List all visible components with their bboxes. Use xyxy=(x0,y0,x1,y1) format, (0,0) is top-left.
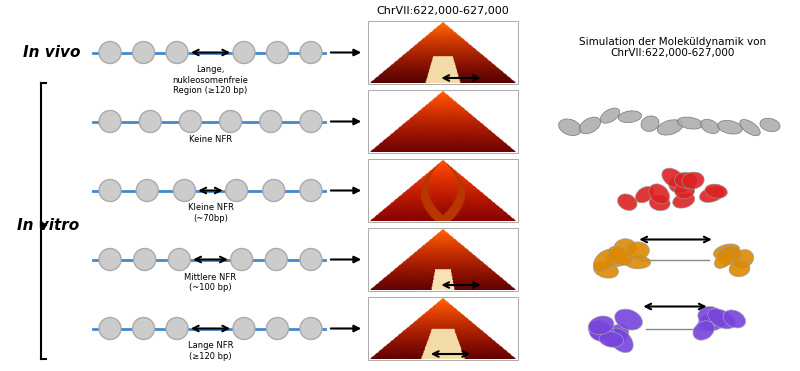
Ellipse shape xyxy=(614,239,636,256)
Text: Keine NFR: Keine NFR xyxy=(189,135,232,144)
Circle shape xyxy=(300,249,322,270)
Text: In vivo: In vivo xyxy=(23,45,81,60)
Circle shape xyxy=(233,42,255,63)
Ellipse shape xyxy=(693,321,714,340)
Circle shape xyxy=(266,318,289,339)
Ellipse shape xyxy=(558,119,582,135)
Ellipse shape xyxy=(599,332,623,347)
Circle shape xyxy=(230,249,253,270)
Circle shape xyxy=(99,180,121,201)
Ellipse shape xyxy=(669,176,689,193)
Circle shape xyxy=(99,249,121,270)
Circle shape xyxy=(300,42,322,63)
Ellipse shape xyxy=(603,324,629,347)
Ellipse shape xyxy=(625,256,650,269)
Circle shape xyxy=(300,111,322,132)
Circle shape xyxy=(133,318,154,339)
Bar xyxy=(368,159,518,222)
Ellipse shape xyxy=(718,121,742,134)
Ellipse shape xyxy=(662,168,685,188)
Ellipse shape xyxy=(699,187,725,203)
Circle shape xyxy=(260,111,282,132)
Circle shape xyxy=(166,42,188,63)
Ellipse shape xyxy=(594,262,618,278)
Circle shape xyxy=(174,180,195,201)
Ellipse shape xyxy=(614,309,642,330)
Circle shape xyxy=(219,111,242,132)
Circle shape xyxy=(139,111,162,132)
Bar xyxy=(368,90,518,153)
Circle shape xyxy=(226,180,247,201)
Ellipse shape xyxy=(718,246,742,265)
Ellipse shape xyxy=(641,116,659,131)
Ellipse shape xyxy=(618,194,637,210)
Circle shape xyxy=(99,111,121,132)
Ellipse shape xyxy=(674,173,698,188)
Ellipse shape xyxy=(723,310,746,328)
Circle shape xyxy=(134,249,156,270)
Ellipse shape xyxy=(674,182,694,199)
Ellipse shape xyxy=(714,244,740,259)
Bar xyxy=(368,21,518,84)
Ellipse shape xyxy=(760,118,780,132)
Text: In vitro: In vitro xyxy=(17,217,79,233)
Circle shape xyxy=(136,180,158,201)
Ellipse shape xyxy=(678,117,702,129)
Text: Kleine NFR
(~70bp): Kleine NFR (~70bp) xyxy=(187,204,234,223)
Ellipse shape xyxy=(708,309,735,329)
Circle shape xyxy=(233,318,255,339)
Ellipse shape xyxy=(627,242,650,259)
Circle shape xyxy=(133,42,154,63)
Ellipse shape xyxy=(579,117,601,134)
Ellipse shape xyxy=(682,172,704,189)
Bar xyxy=(368,297,518,360)
Text: Simulation der Moleküldynamik von
ChrVII:622,000-627,000: Simulation der Moleküldynamik von ChrVII… xyxy=(579,37,766,58)
Ellipse shape xyxy=(594,249,616,271)
Ellipse shape xyxy=(635,187,654,203)
Ellipse shape xyxy=(588,321,614,341)
Circle shape xyxy=(262,180,285,201)
Text: Lange,
nukleosomenfreie
Region (≥120 bp): Lange, nukleosomenfreie Region (≥120 bp) xyxy=(173,66,249,95)
Ellipse shape xyxy=(606,251,627,266)
Text: Mittlere NFR
(~100 bp): Mittlere NFR (~100 bp) xyxy=(185,273,237,292)
Circle shape xyxy=(266,249,287,270)
Ellipse shape xyxy=(698,313,726,331)
Ellipse shape xyxy=(729,261,750,277)
Circle shape xyxy=(300,318,322,339)
Ellipse shape xyxy=(600,108,620,123)
Bar xyxy=(368,228,518,291)
Ellipse shape xyxy=(740,119,760,136)
Text: Lange NFR
(≥120 bp): Lange NFR (≥120 bp) xyxy=(188,341,234,361)
Circle shape xyxy=(168,249,190,270)
Ellipse shape xyxy=(618,111,642,122)
Circle shape xyxy=(179,111,202,132)
Ellipse shape xyxy=(705,184,727,198)
Circle shape xyxy=(99,318,121,339)
Ellipse shape xyxy=(650,195,670,211)
Circle shape xyxy=(300,180,322,201)
Circle shape xyxy=(266,42,289,63)
Circle shape xyxy=(99,42,121,63)
Ellipse shape xyxy=(673,193,694,208)
Text: ChrVII:622,000-627,000: ChrVII:622,000-627,000 xyxy=(377,6,510,16)
Ellipse shape xyxy=(649,184,670,204)
Ellipse shape xyxy=(608,328,634,352)
Ellipse shape xyxy=(734,250,754,268)
Ellipse shape xyxy=(589,316,614,335)
Ellipse shape xyxy=(701,119,719,134)
Ellipse shape xyxy=(608,246,631,265)
Circle shape xyxy=(166,318,188,339)
Ellipse shape xyxy=(714,251,734,268)
Ellipse shape xyxy=(590,324,614,342)
Ellipse shape xyxy=(698,306,723,326)
Ellipse shape xyxy=(658,120,682,135)
